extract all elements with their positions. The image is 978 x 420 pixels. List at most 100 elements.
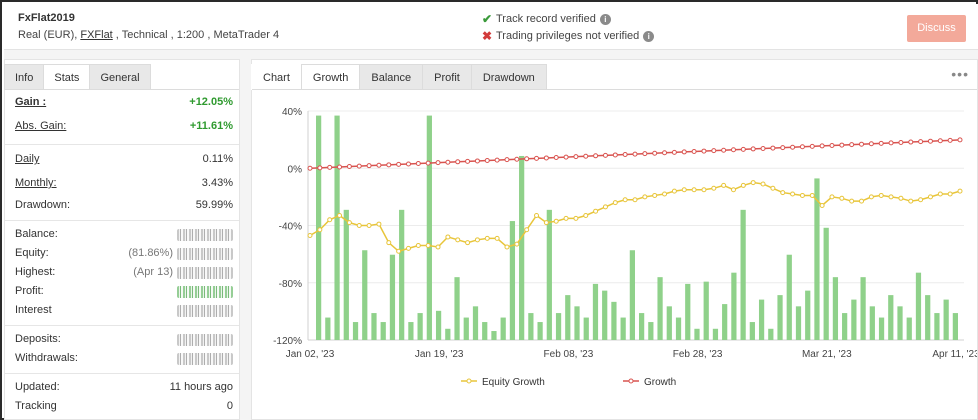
equity-growth-point <box>711 185 717 191</box>
hidden-value <box>177 353 233 365</box>
growth-bar <box>897 306 903 340</box>
gain-label[interactable]: Gain : <box>15 96 47 108</box>
growth-bar <box>823 227 829 340</box>
chart-tabs: Chart Growth Balance Profit Drawdown <box>251 64 547 90</box>
growth-point <box>770 145 776 151</box>
growth-bar <box>842 313 848 340</box>
info-icon[interactable]: i <box>599 13 611 25</box>
equity-growth-point <box>829 194 835 200</box>
equity-growth-point <box>859 198 865 204</box>
equity-growth-point <box>612 200 618 206</box>
growth-bar <box>925 295 931 340</box>
growth-point <box>868 141 874 147</box>
tab-drawdown[interactable]: Drawdown <box>470 64 547 90</box>
growth-point <box>799 144 805 150</box>
stat-tracking: Tracking 0 <box>15 400 233 418</box>
growth-bar <box>426 115 432 340</box>
equity-growth-point <box>563 215 569 221</box>
daily-label[interactable]: Daily <box>15 153 40 165</box>
growth-point <box>947 137 953 143</box>
tab-profit[interactable]: Profit <box>422 64 472 90</box>
growth-bar <box>860 277 866 340</box>
more-options-icon[interactable]: ••• <box>951 66 969 82</box>
chart-panel: Chart Growth Balance Profit Drawdown •••… <box>251 59 978 420</box>
equity-growth-point <box>376 221 382 227</box>
trading-privileges-text: Trading privileges not verified <box>496 30 640 42</box>
growth-point <box>494 157 500 163</box>
x-tick-label: Feb 08, '23 <box>544 349 594 360</box>
growth-point <box>790 144 796 150</box>
stat-withdrawals: Withdrawals: <box>15 352 233 370</box>
equity-growth-point <box>307 233 313 239</box>
growth-bar <box>777 295 783 340</box>
legend-growth-dot <box>628 378 634 384</box>
hidden-value <box>177 286 233 298</box>
tab-stats[interactable]: Stats <box>43 64 91 90</box>
equity-growth-point <box>947 191 953 197</box>
account-subtitle: Real (EUR), FXFlat , Technical , 1:200 ,… <box>18 29 279 41</box>
tab-info[interactable]: Info <box>4 64 45 90</box>
track-record-text: Track record verified <box>496 13 596 25</box>
equity-growth-point <box>583 212 589 218</box>
broker-link[interactable]: FXFlat <box>80 29 113 41</box>
equity-growth-point <box>937 191 943 197</box>
tab-balance[interactable]: Balance <box>359 64 424 90</box>
growth-point <box>346 164 352 170</box>
account-name: FxFlat2019 <box>18 12 75 24</box>
growth-point <box>337 164 343 170</box>
abs-gain-label[interactable]: Abs. Gain: <box>15 120 67 132</box>
equity-growth-point <box>888 194 894 200</box>
stat-equity: Equity: (81.86%) <box>15 247 233 265</box>
growth-point <box>484 158 490 164</box>
growth-bar <box>888 295 894 340</box>
growth-bar <box>454 277 460 340</box>
growth-bar <box>519 155 525 340</box>
equity-growth-point <box>868 194 874 200</box>
equity-growth-point <box>317 227 323 233</box>
divider <box>5 220 239 221</box>
growth-bar <box>583 317 589 340</box>
growth-bar <box>325 317 331 340</box>
growth-point <box>927 138 933 144</box>
track-record-status: ✔ Track record verified i <box>482 12 611 26</box>
equity-growth-point <box>681 187 687 193</box>
tab-general[interactable]: General <box>89 64 151 90</box>
growth-point <box>602 152 608 158</box>
equity-growth-point <box>445 234 451 240</box>
growth-bar <box>712 328 719 340</box>
stat-deposits: Deposits: <box>15 333 233 351</box>
withdrawals-label: Withdrawals: <box>15 352 78 364</box>
stat-abs-gain: Abs. Gain: +11.61% <box>15 120 233 138</box>
tab-chart[interactable]: Chart <box>251 64 302 90</box>
equity-growth-point <box>543 220 549 226</box>
growth-point <box>721 147 727 153</box>
discuss-button[interactable]: Discuss <box>907 15 966 42</box>
growth-bar <box>408 322 414 340</box>
info-icon[interactable]: i <box>643 30 655 42</box>
growth-point <box>730 147 736 153</box>
trading-privileges-status: ✖ Trading privileges not verified i <box>482 29 655 43</box>
equity-growth-point <box>514 241 520 247</box>
tab-growth[interactable]: Growth <box>300 64 361 90</box>
growth-point <box>809 143 815 149</box>
equity-growth-point <box>790 191 796 197</box>
equity-label: Equity: <box>15 247 49 259</box>
tracking-label: Tracking <box>15 400 57 412</box>
growth-point <box>612 152 618 158</box>
account-details: , Technical , 1:200 , MetaTrader 4 <box>112 29 280 41</box>
monthly-label[interactable]: Monthly: <box>15 177 57 189</box>
growth-bar <box>620 317 626 340</box>
stat-interest: Interest <box>15 304 233 322</box>
growth-point <box>366 163 372 169</box>
stat-gain: Gain : +12.05% <box>15 96 233 114</box>
equity-growth-point <box>908 198 914 204</box>
stat-drawdown: Drawdown: 59.99% <box>15 199 233 217</box>
equity-growth-point <box>494 235 500 241</box>
growth-bar <box>555 313 562 340</box>
growth-point <box>543 155 549 161</box>
growth-bar <box>639 313 645 340</box>
drawdown-label: Drawdown: <box>15 199 71 211</box>
hidden-value <box>177 334 233 346</box>
equity-percent: (81.86%) <box>128 247 173 259</box>
abs-gain-value: +11.61% <box>189 120 233 132</box>
